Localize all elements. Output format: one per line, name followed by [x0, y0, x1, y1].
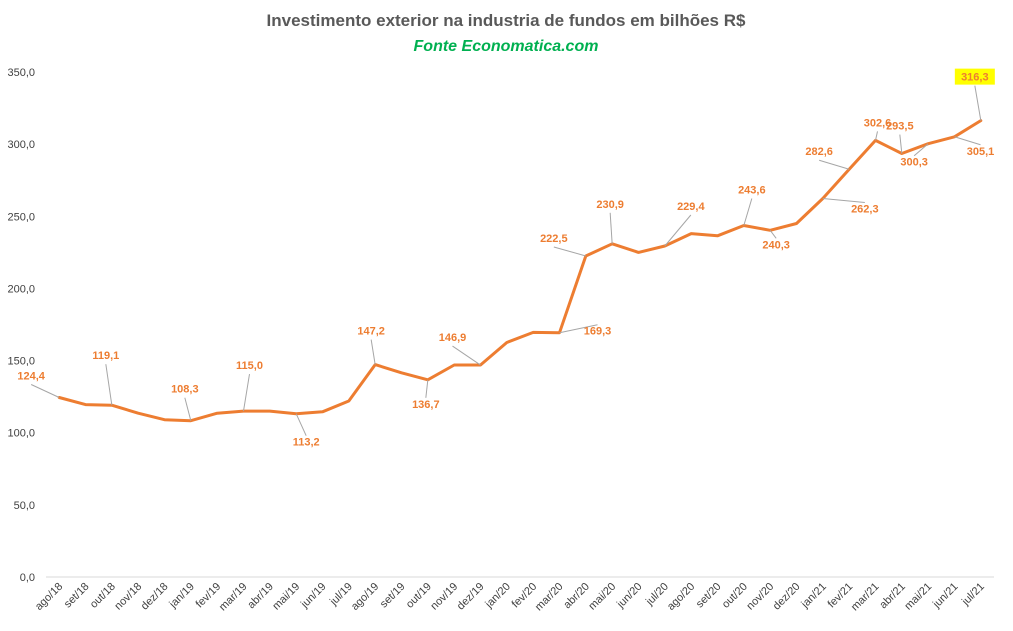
x-tick-label: ago/18 [33, 581, 65, 613]
x-tick-label: mai/20 [586, 581, 618, 613]
y-tick-label: 0,0 [20, 572, 35, 584]
data-label-leader [425, 379, 429, 398]
y-tick-label: 100,0 [7, 428, 35, 440]
data-label-leader [295, 413, 307, 436]
data-label-leader [609, 212, 613, 244]
data-label: 243,6 [738, 185, 766, 197]
x-tick-label: nov/20 [744, 581, 776, 613]
data-label: 119,1 [92, 350, 119, 362]
data-label: 240,3 [762, 239, 790, 251]
x-tick-label: nov/18 [112, 581, 144, 613]
x-tick-label: abr/21 [877, 581, 908, 612]
x-tick-label: mai/19 [270, 581, 302, 613]
data-label-leader [743, 198, 753, 226]
series-layer [57, 119, 983, 423]
data-label: 136,7 [412, 399, 440, 411]
data-label-leader [822, 198, 865, 204]
data-label-leader [553, 246, 586, 257]
data-label: 229,4 [677, 201, 705, 213]
chart-title: Investimento exterior na industria de fu… [267, 11, 746, 30]
data-label-leader [899, 134, 903, 154]
data-label-leader [243, 373, 250, 412]
x-tick-label: mar/19 [217, 581, 250, 614]
x-tick-label: ago/19 [349, 581, 381, 613]
x-axis: ago/18set/18out/18nov/18dez/18jan/19fev/… [33, 576, 994, 614]
data-label: 300,3 [900, 157, 928, 169]
data-label-layer: 124,4 119,1 108,3 115,0 113,2 147,2 136,7 146,9… [17, 68, 995, 449]
y-tick-label: 250,0 [7, 211, 35, 223]
x-tick-label: dez/19 [455, 581, 487, 613]
x-tick-label: jan/19 [167, 581, 197, 611]
x-tick-label: jun/20 [614, 581, 644, 611]
x-tick-label: abr/20 [561, 581, 592, 612]
data-label: 222,5 [540, 233, 568, 245]
data-label: 282,6 [805, 146, 833, 158]
data-label-leader [913, 143, 929, 157]
y-axis: 0,0 50,0 100,0 150,0 200,0 250,0 300,0 350,0 [7, 67, 35, 584]
x-tick-label: jan/21 [799, 581, 829, 611]
data-label: 108,3 [171, 384, 199, 396]
x-tick-label: nov/19 [428, 581, 460, 613]
x-tick-label: dez/20 [771, 581, 803, 613]
data-label: 293,5 [886, 121, 914, 133]
data-label-leader [954, 136, 981, 146]
data-label-leader [819, 159, 850, 170]
data-label-leader [875, 131, 878, 141]
x-tick-label: abr/19 [245, 581, 276, 612]
x-tick-label: ago/20 [665, 581, 697, 613]
data-label-highlight [954, 68, 995, 85]
data-label: 124,4 [17, 371, 45, 383]
data-label-leader [30, 384, 60, 398]
series-line [57, 119, 983, 423]
data-label: 169,3 [584, 326, 612, 338]
data-label: 305,1 [967, 146, 995, 158]
x-tick-label: set/19 [378, 581, 408, 611]
data-label-leader [769, 229, 777, 239]
data-label: 302,6 [864, 117, 892, 129]
data-label: 113,2 [293, 437, 320, 449]
x-tick-label: mai/21 [902, 581, 934, 613]
x-tick-label: set/20 [694, 581, 724, 611]
data-label: 316,3 [961, 72, 989, 84]
y-tick-label: 300,0 [7, 139, 35, 151]
data-label-leader [559, 324, 598, 334]
data-label: 147,2 [357, 326, 385, 338]
y-tick-label: 200,0 [7, 283, 35, 295]
x-tick-label: jun/21 [930, 581, 960, 611]
x-tick-label: set/18 [62, 581, 92, 611]
data-label-leader [664, 214, 692, 247]
data-label-leader [974, 85, 982, 121]
x-tick-label: jun/19 [298, 581, 328, 611]
data-label: 262,3 [851, 204, 879, 216]
x-tick-label: mar/20 [533, 581, 566, 614]
data-label: 115,0 [236, 360, 263, 372]
data-label: 146,9 [439, 332, 467, 344]
y-tick-label: 350,0 [7, 67, 35, 79]
data-label-leader [452, 345, 481, 366]
chart-subtitle: Fonte Economatica.com [414, 38, 599, 55]
x-tick-label: dez/18 [139, 581, 171, 613]
data-label-leader [105, 364, 113, 406]
data-label-leader [184, 397, 192, 421]
data-label: 230,9 [596, 199, 624, 211]
data-label-leader [370, 339, 376, 365]
y-tick-label: 50,0 [14, 500, 35, 512]
x-tick-label: jul/21 [959, 581, 987, 609]
x-tick-label: mar/21 [849, 581, 882, 614]
x-tick-label: jan/20 [483, 581, 513, 611]
y-tick-label: 150,0 [7, 356, 35, 368]
